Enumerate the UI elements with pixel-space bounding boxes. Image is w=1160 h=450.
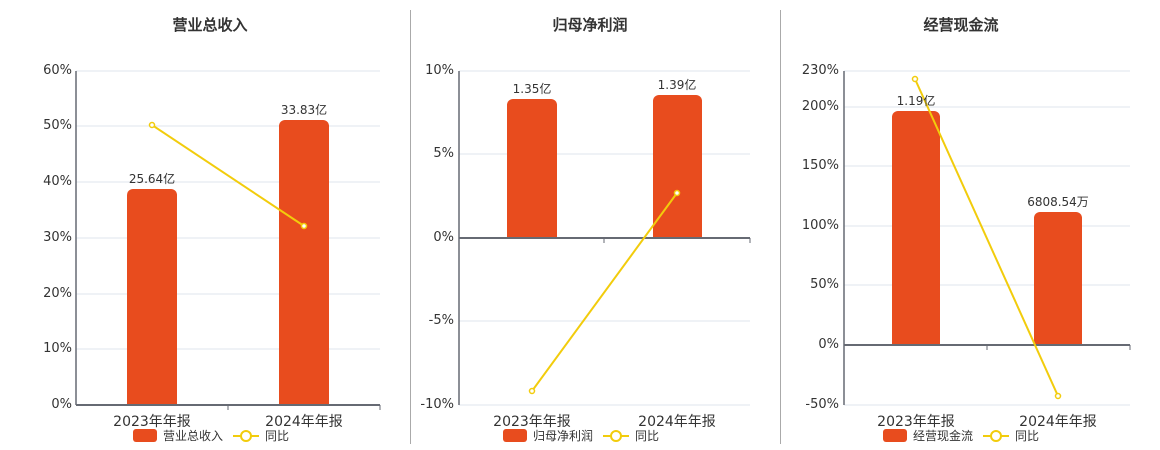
bar-legend-label[interactable]: 归母净利润 (533, 429, 594, 443)
y-tick: 200% (801, 99, 839, 114)
chart-legend: 经营现金流 同比 (883, 427, 1039, 444)
chart-panel-revenue: 营业总收入 60% 50% 40% 30% 20% 10% 0% 25.64亿 … (0, 0, 400, 450)
y-tick: 50% (810, 277, 839, 292)
y-tick: 150% (801, 158, 839, 173)
bar-2024 (1034, 212, 1082, 345)
line-legend-swatch[interactable] (983, 429, 1010, 442)
bar-2023 (127, 189, 177, 405)
chart-legend: 归母净利润 同比 (503, 427, 659, 444)
y-tick: 5% (433, 146, 454, 161)
y-tick: 10% (425, 63, 454, 78)
bar-2023 (892, 111, 940, 345)
panel-divider (410, 10, 411, 444)
bar-legend-swatch[interactable] (883, 429, 907, 442)
chart-title: 营业总收入 (172, 16, 248, 34)
y-tick: 0% (818, 337, 839, 352)
y-tick: 30% (43, 230, 72, 245)
line-legend-label[interactable]: 同比 (265, 429, 290, 443)
chart-panel-operating-cashflow: 经营现金流 230% 200% 150% 100% 50% 0% -50% 1.… (770, 0, 1160, 450)
bar-label: 6808.54万 (1027, 195, 1089, 209)
chart-title: 经营现金流 (923, 16, 999, 34)
bar-2024 (279, 120, 329, 405)
cashflow-chart-plot (843, 70, 1131, 406)
yoy-line (151, 124, 305, 227)
bar-label: 1.35亿 (512, 82, 552, 96)
bar-label: 1.19亿 (896, 94, 936, 108)
line-legend-swatch[interactable] (233, 429, 260, 442)
y-tick: -5% (428, 313, 454, 328)
line-legend-label[interactable]: 同比 (1015, 429, 1040, 443)
yoy-line (531, 192, 678, 392)
x-label: 2023年年报 (113, 414, 191, 430)
x-label: 2023年年报 (493, 414, 571, 430)
panel-divider (780, 10, 781, 444)
yoy-line (914, 78, 1059, 397)
net-profit-chart-plot (458, 70, 751, 406)
chart-legend: 营业总收入 同比 (133, 427, 289, 444)
y-tick: 100% (801, 218, 839, 233)
grid-lines (76, 70, 380, 350)
bar-legend-label[interactable]: 营业总收入 (163, 429, 224, 443)
chart-panel-net-profit: 归母净利润 10% 5% 0% -5% -10% 1.35亿 1.39亿 202… (390, 0, 780, 450)
x-label: 2023年年报 (877, 414, 955, 430)
y-tick: 40% (43, 174, 72, 189)
bar-2024 (653, 95, 702, 238)
line-legend-label[interactable]: 同比 (635, 429, 660, 443)
bar-label: 1.39亿 (657, 78, 697, 92)
y-tick: 230% (801, 63, 839, 78)
x-label: 2024年年报 (638, 414, 716, 430)
y-tick: 60% (43, 63, 72, 78)
y-tick: -10% (420, 397, 454, 412)
y-tick: 20% (43, 286, 72, 301)
bar-legend-label[interactable]: 经营现金流 (913, 429, 974, 443)
revenue-chart-plot (75, 70, 381, 410)
bar-label: 25.64亿 (128, 172, 176, 186)
x-label: 2024年年报 (265, 414, 343, 430)
bar-label: 33.83亿 (280, 103, 328, 117)
x-label: 2024年年报 (1019, 414, 1097, 430)
y-tick: -50% (805, 397, 839, 412)
y-tick: 10% (43, 341, 72, 356)
line-legend-swatch[interactable] (603, 429, 630, 442)
y-tick: 0% (51, 397, 72, 412)
bar-legend-swatch[interactable] (503, 429, 527, 442)
bar-legend-swatch[interactable] (133, 429, 157, 442)
bar-2023 (507, 99, 557, 238)
y-tick: 50% (43, 118, 72, 133)
chart-title: 归母净利润 (552, 16, 628, 34)
y-tick: 0% (433, 230, 454, 245)
